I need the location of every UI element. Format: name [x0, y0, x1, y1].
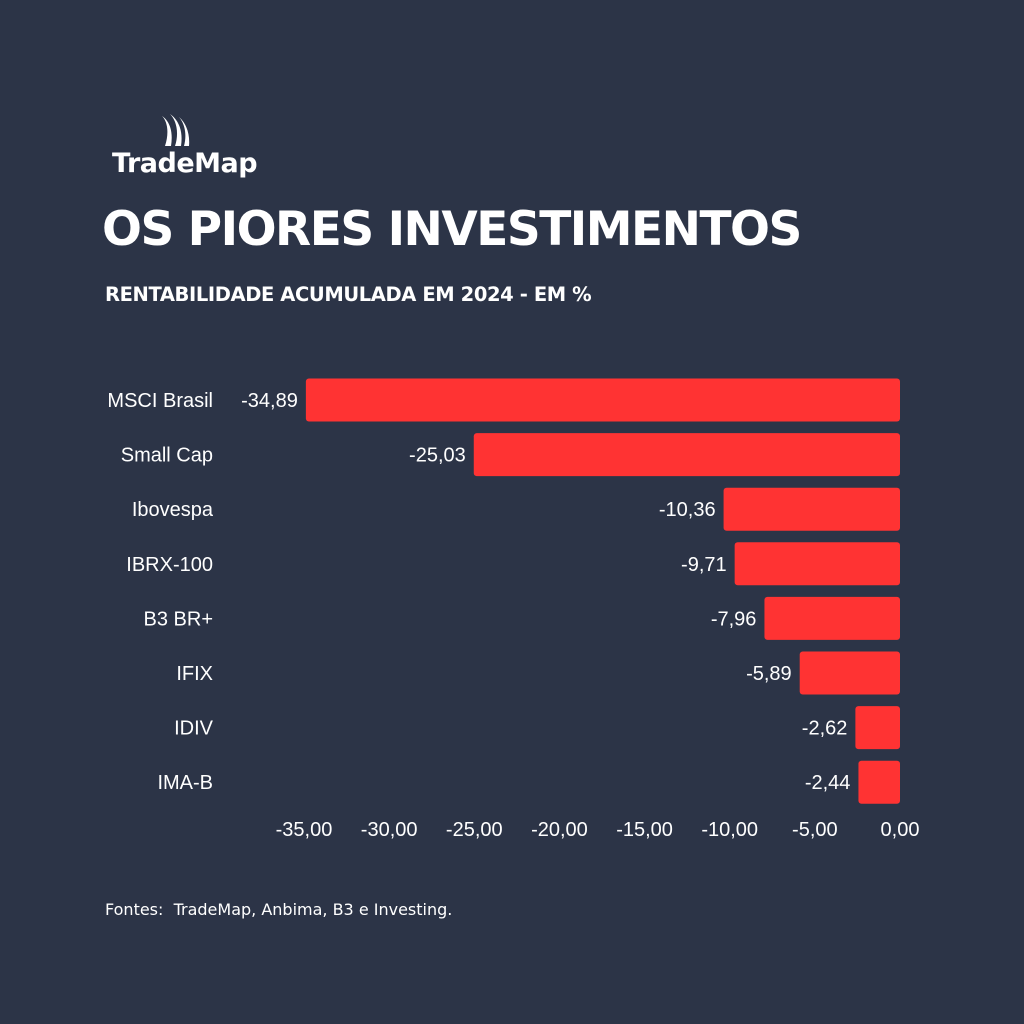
x-tick-label: 0,00	[881, 819, 920, 841]
data-label: -2,62	[802, 718, 848, 740]
x-tick-label: -5,00	[792, 819, 838, 841]
data-label: -10,36	[659, 499, 716, 521]
bar	[855, 706, 900, 750]
data-label: -34,89	[241, 390, 298, 412]
x-tick-label: -10,00	[701, 819, 758, 841]
x-tick-label: -35,00	[276, 819, 333, 841]
category-label: Small Cap	[121, 445, 213, 467]
source-note: Fontes: TradeMap, Anbima, B3 e Investing…	[105, 900, 453, 919]
trademap-logo: TradeMap	[110, 112, 280, 192]
category-label: Ibovespa	[132, 499, 214, 521]
bar	[858, 760, 900, 804]
bar	[764, 596, 900, 640]
brand-name: TradeMap	[112, 148, 258, 179]
bar	[305, 378, 900, 422]
x-tick-label: -15,00	[616, 819, 673, 841]
bar	[473, 433, 900, 477]
data-label: -25,03	[409, 445, 466, 467]
bar-chart: MSCI Brasil -34,89 Small Cap -25,03 Ibovespa…	[107, 378, 920, 841]
category-label: MSCI Brasil	[107, 390, 213, 412]
bar	[734, 542, 900, 586]
data-label: -5,89	[746, 663, 792, 685]
page-subtitle: RENTABILIDADE ACUMULADA EM 2024 - EM %	[105, 283, 592, 306]
data-label: -9,71	[681, 554, 727, 576]
sail-icon	[162, 114, 190, 146]
category-label: IBRX-100	[126, 554, 213, 576]
bar	[799, 651, 900, 695]
x-tick-label: -20,00	[531, 819, 588, 841]
category-label: IMA-B	[157, 772, 213, 794]
category-label: IDIV	[174, 718, 214, 740]
category-label: IFIX	[176, 663, 213, 685]
bar	[723, 487, 900, 531]
x-tick-label: -30,00	[361, 819, 418, 841]
data-label: -7,96	[711, 608, 757, 630]
category-label: B3 BR+	[144, 608, 213, 630]
page-title: OS PIORES INVESTIMENTOS	[102, 202, 802, 257]
data-label: -2,44	[805, 772, 851, 794]
x-tick-label: -25,00	[446, 819, 503, 841]
